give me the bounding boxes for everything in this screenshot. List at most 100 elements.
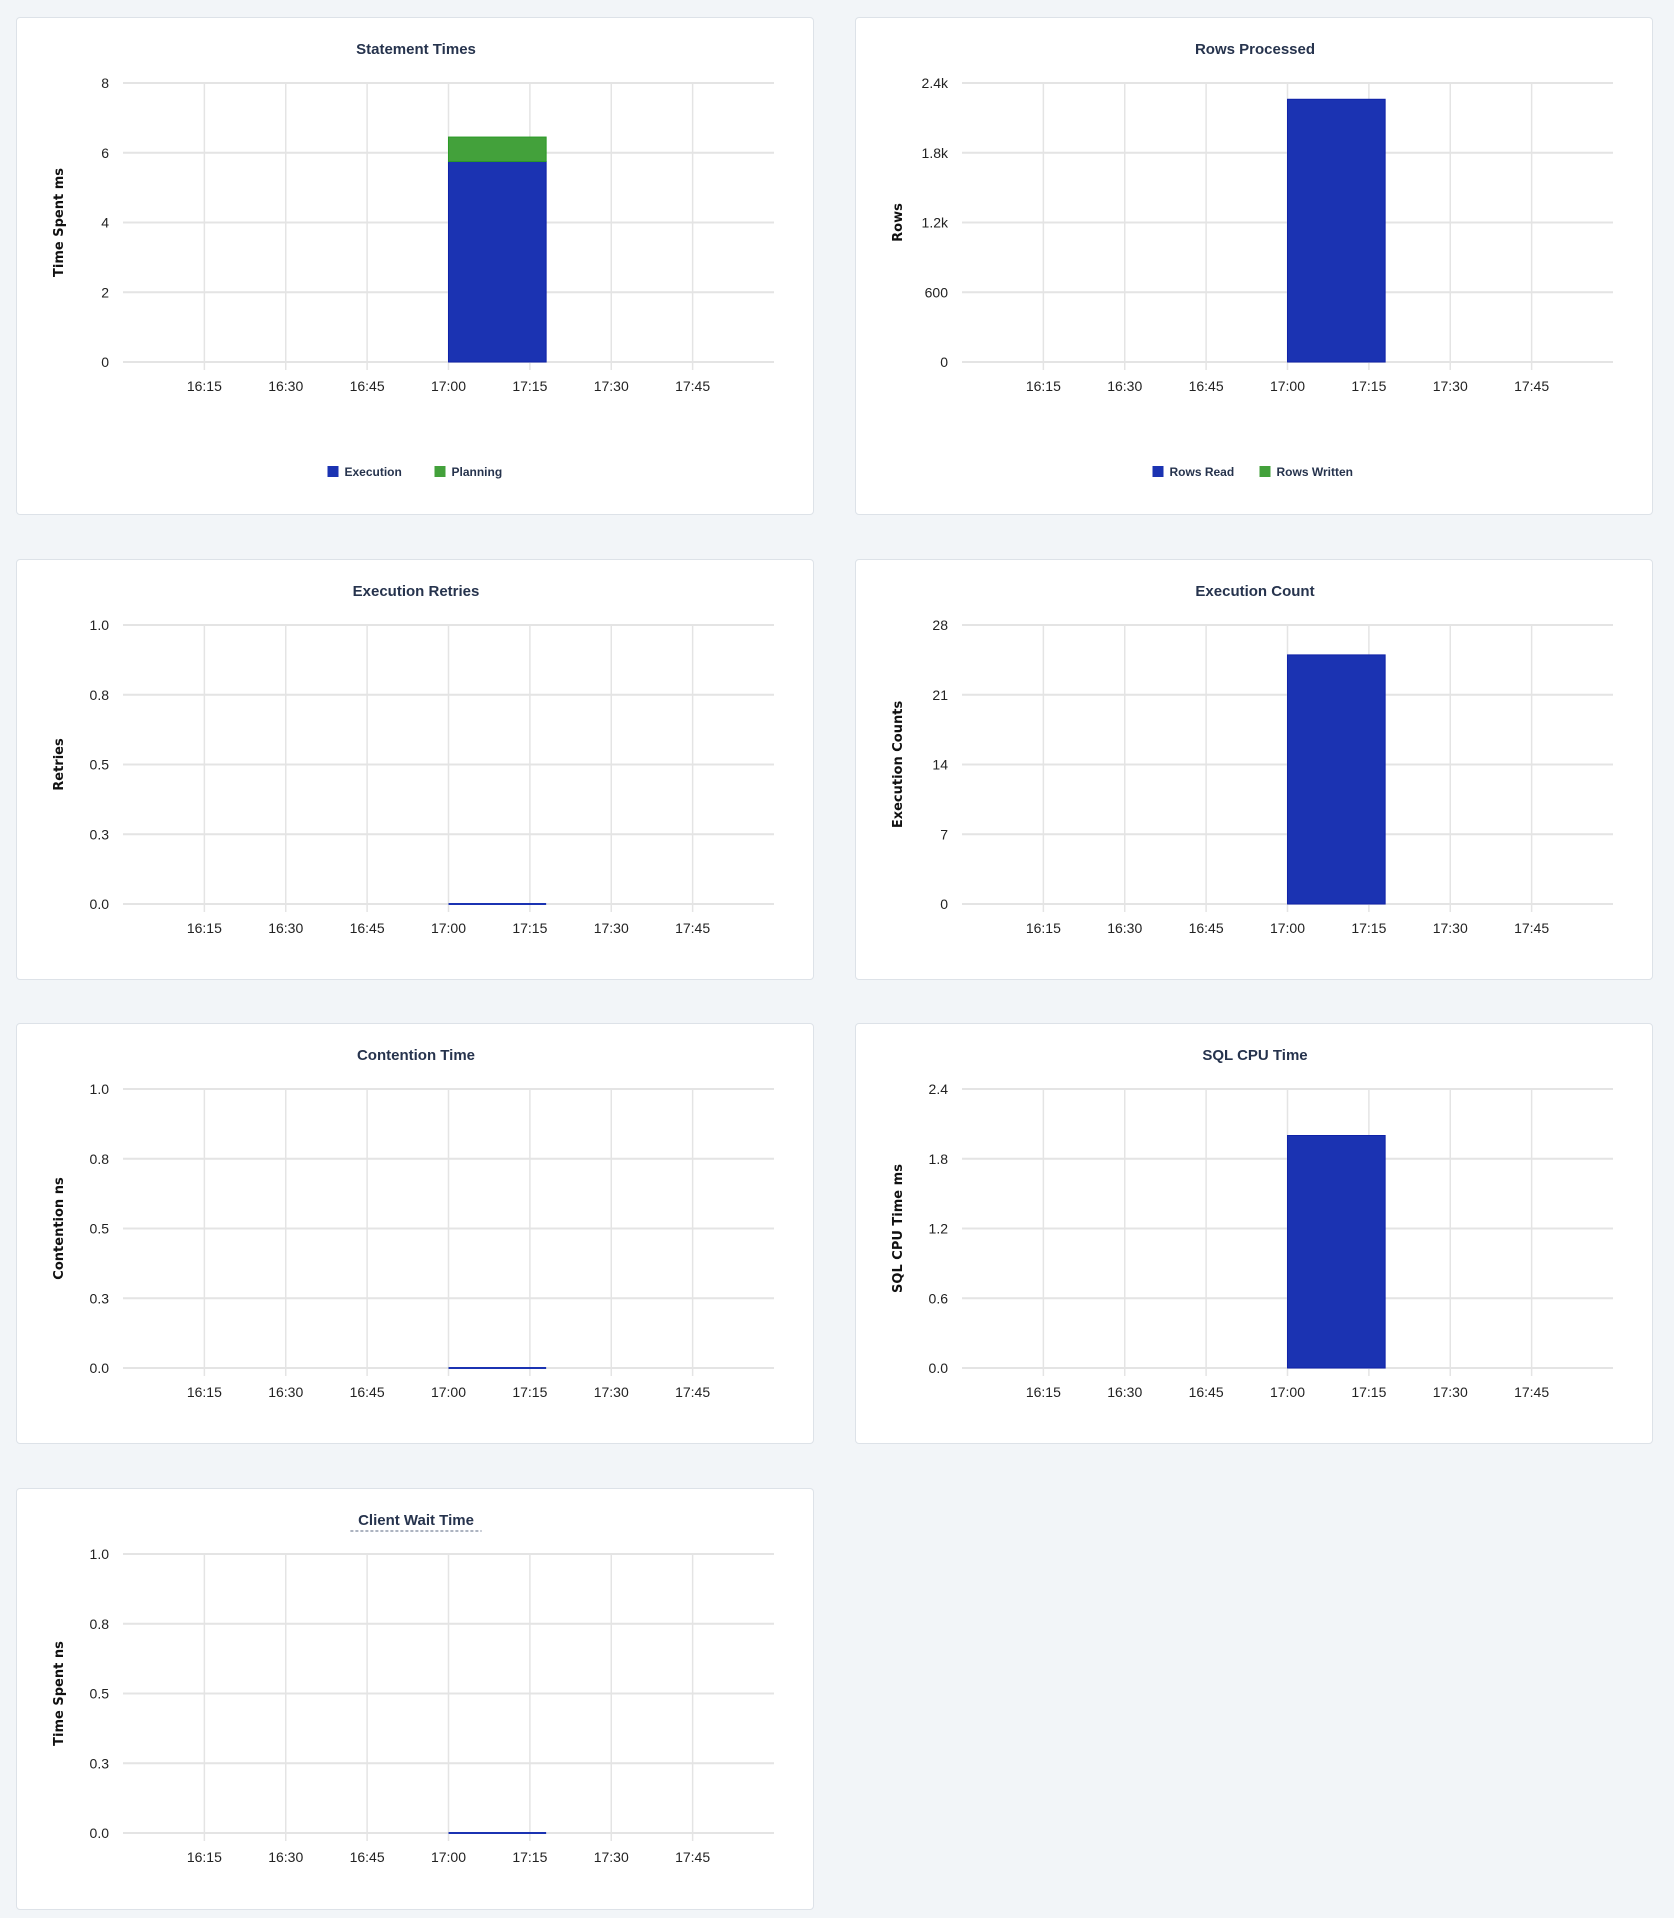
x-tick-label: 17:45	[675, 378, 710, 394]
x-tick-label: 16:45	[350, 920, 385, 936]
x-tick-label: 16:45	[1189, 920, 1224, 936]
x-tick-label: 16:30	[268, 1384, 303, 1400]
x-tick-label: 17:30	[1433, 378, 1468, 394]
x-tick-label: 16:15	[1026, 378, 1061, 394]
x-tick-label: 17:00	[431, 1384, 466, 1400]
x-tick-label: 16:15	[187, 1384, 222, 1400]
chart-svg: Client Wait Time 0.0 0.3 0.5 0.8 1.0 16:15 16:3…	[52, 1512, 774, 1865]
y-tick-label: 0	[101, 354, 109, 370]
x-tick-label: 17:30	[594, 378, 629, 394]
x-tick-label: 17:30	[594, 920, 629, 936]
bar-planning	[448, 136, 547, 162]
x-tick-label: 17:45	[675, 1384, 710, 1400]
x-tick-label: 16:15	[1026, 920, 1061, 936]
x-tick-label: 17:45	[675, 1849, 710, 1865]
y-tick-label: 2	[101, 284, 109, 300]
x-tick-label: 16:30	[268, 920, 303, 936]
chart-svg: Execution Retries 0.0 0.3 0.5 0.8 1.0 16:15 16:…	[52, 583, 774, 936]
y-tick-label: 1.0	[90, 1546, 110, 1562]
x-tick-label: 17:45	[1514, 1384, 1549, 1400]
legend-label: Execution	[345, 465, 402, 479]
x-tick-label: 16:45	[350, 1849, 385, 1865]
chart-svg: Execution Count 0 7 14 21 28 16:15 16:30 16:45 17…	[891, 583, 1613, 936]
y-tick-label: 1.8k	[922, 145, 949, 161]
y-axis-title: Rows	[891, 203, 906, 242]
x-tick-label: 17:30	[1433, 920, 1468, 936]
legend-swatch	[1259, 466, 1271, 477]
x-tick-label: 17:00	[1270, 920, 1305, 936]
x-tick-label: 16:15	[187, 378, 222, 394]
x-tick-label: 17:15	[1351, 1384, 1386, 1400]
x-tick-label: 16:30	[1107, 920, 1142, 936]
chart-title: Client Wait Time	[358, 1512, 474, 1529]
legend-item: Planning	[434, 465, 503, 479]
y-axis-title: Contention ns	[52, 1177, 67, 1280]
x-tick-label: 16:45	[350, 1384, 385, 1400]
y-tick-label: 2.4	[929, 1081, 949, 1097]
chart-svg: SQL CPU Time 0.0 0.6 1.2 1.8 2.4 16:15 16:30 16:…	[891, 1047, 1613, 1400]
y-tick-label: 0.6	[929, 1290, 949, 1306]
bar-value	[1287, 654, 1386, 905]
legend-item: Execution	[327, 465, 402, 479]
y-axis-title: Execution Counts	[891, 701, 906, 829]
x-tick-label: 16:30	[268, 1849, 303, 1865]
legend-label: Rows Read	[1170, 465, 1235, 479]
legend-swatch	[434, 466, 446, 477]
y-axis-title: SQL CPU Time ms	[891, 1164, 906, 1293]
legend-label: Rows Written	[1277, 465, 1353, 479]
y-tick-label: 0.8	[90, 1616, 110, 1632]
x-tick-label: 17:45	[1514, 920, 1549, 936]
x-tick-label: 17:30	[594, 1384, 629, 1400]
x-tick-label: 17:15	[512, 1849, 547, 1865]
x-tick-label: 16:45	[1189, 378, 1224, 394]
y-tick-label: 600	[925, 284, 949, 300]
chart-svg: Statement Times 0 2 4 6 8 16:15 16:30 16:45 17:00…	[52, 41, 774, 479]
x-tick-label: 16:15	[187, 1849, 222, 1865]
x-tick-label: 16:30	[1107, 1384, 1142, 1400]
chart-card-rows-processed: Rows Processed 0 600 1.2k 1.8k 2.4k 16:15 16:30…	[855, 17, 1653, 515]
y-tick-label: 1.8	[929, 1151, 949, 1167]
chart-title: Execution Retries	[353, 583, 480, 600]
x-tick-label: 17:30	[594, 1849, 629, 1865]
y-axis-title: Retries	[52, 738, 67, 791]
x-tick-label: 17:00	[431, 378, 466, 394]
y-tick-label: 0.3	[90, 826, 110, 842]
y-tick-label: 28	[932, 617, 948, 633]
y-tick-label: 14	[932, 757, 948, 773]
y-tick-label: 0.3	[90, 1755, 110, 1771]
legend-label: Planning	[452, 465, 503, 479]
y-tick-label: 6	[101, 145, 109, 161]
x-tick-label: 17:00	[1270, 1384, 1305, 1400]
x-tick-label: 16:30	[1107, 378, 1142, 394]
x-tick-label: 17:15	[1351, 378, 1386, 394]
x-tick-label: 16:15	[1026, 1384, 1061, 1400]
y-tick-label: 7	[940, 826, 948, 842]
x-tick-label: 17:45	[1514, 378, 1549, 394]
x-tick-label: 17:00	[431, 920, 466, 936]
x-tick-label: 16:15	[187, 920, 222, 936]
y-tick-label: 0.5	[90, 757, 110, 773]
x-tick-label: 17:30	[1433, 1384, 1468, 1400]
x-tick-label: 17:15	[512, 920, 547, 936]
x-tick-label: 17:15	[512, 1384, 547, 1400]
y-tick-label: 0.8	[90, 1151, 110, 1167]
y-tick-label: 0.5	[90, 1686, 110, 1702]
chart-card-sql-cpu-time: SQL CPU Time 0.0 0.6 1.2 1.8 2.4 16:15 16:30 16:…	[855, 1023, 1653, 1444]
bar-value	[1287, 1135, 1386, 1369]
bar-rows-read	[1287, 98, 1386, 363]
chart-card-execution-count: Execution Count 0 7 14 21 28 16:15 16:30 16:45 17…	[855, 559, 1653, 980]
chart-svg: Contention Time 0.0 0.3 0.5 0.8 1.0 16:15 16:30…	[52, 1047, 774, 1400]
y-tick-label: 0.5	[90, 1221, 110, 1237]
y-tick-label: 8	[101, 75, 109, 91]
y-tick-label: 0.0	[90, 896, 110, 912]
y-tick-label: 1.0	[90, 617, 110, 633]
x-tick-label: 17:15	[1351, 920, 1386, 936]
legend-swatch	[1152, 466, 1164, 477]
x-tick-label: 17:00	[1270, 378, 1305, 394]
chart-title: Rows Processed	[1195, 41, 1315, 58]
y-tick-label: 0.0	[929, 1360, 949, 1376]
x-tick-label: 17:00	[431, 1849, 466, 1865]
legend-item: Rows Written	[1259, 465, 1353, 479]
chart-card-contention-time: Contention Time 0.0 0.3 0.5 0.8 1.0 16:15 16:30…	[16, 1023, 814, 1444]
y-tick-label: 0.8	[90, 687, 110, 703]
